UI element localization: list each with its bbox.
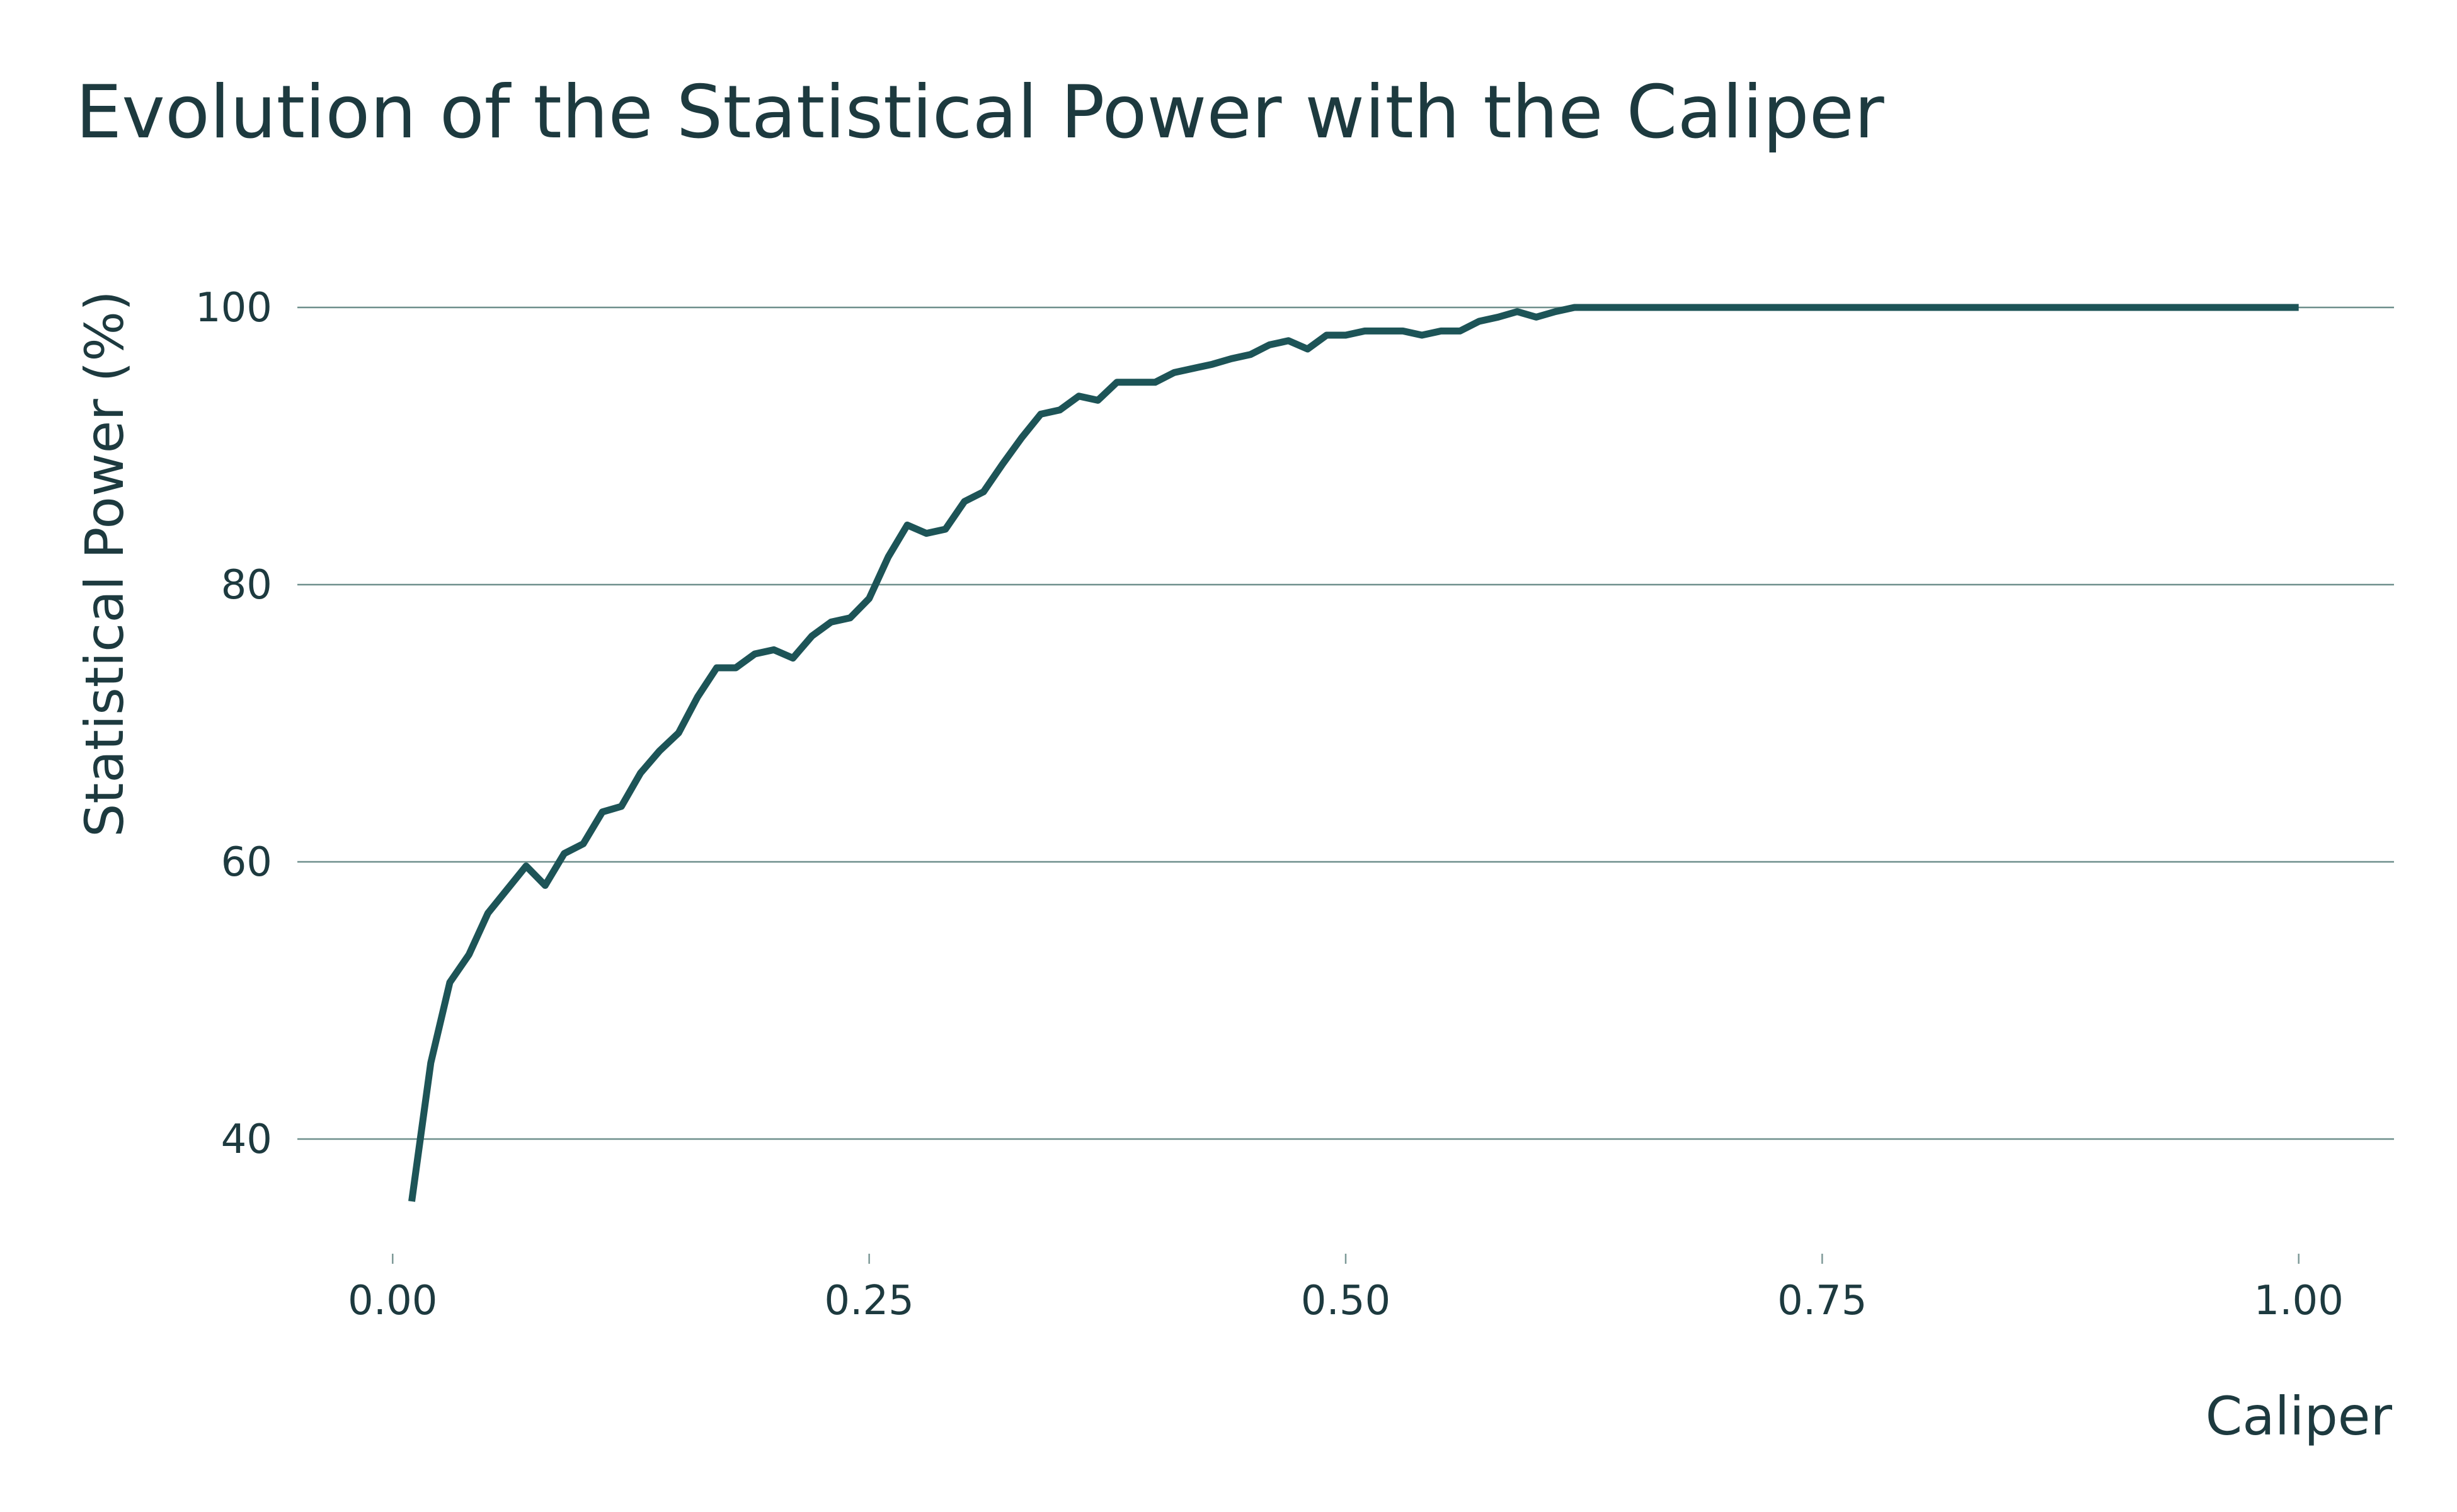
x-tick-label: 0.50 [1301, 1278, 1391, 1324]
y-tick-label: 40 [221, 1116, 272, 1163]
x-axis-ticks: 0.00 0.25 0.50 0.75 1.00 [348, 1254, 2344, 1324]
x-tick-label: 0.75 [1777, 1278, 1867, 1324]
y-axis-title: Statistical Power (%) [74, 290, 135, 837]
y-tick-label: 60 [221, 839, 272, 886]
series-layer [408, 304, 2299, 1202]
chart-title: Evolution of the Statistical Power with … [76, 70, 1884, 155]
series-line [408, 304, 2299, 1202]
y-tick-label: 100 [195, 285, 272, 331]
x-axis-title: Caliper [2206, 1385, 2393, 1447]
x-tick-label: 0.00 [348, 1278, 438, 1324]
x-tick-label: 0.25 [824, 1278, 914, 1324]
x-tick-label: 1.00 [2254, 1278, 2344, 1324]
y-axis-ticks: 40 60 80 100 [195, 285, 272, 1163]
y-tick-label: 80 [221, 562, 272, 609]
gridlines [297, 306, 2394, 1140]
